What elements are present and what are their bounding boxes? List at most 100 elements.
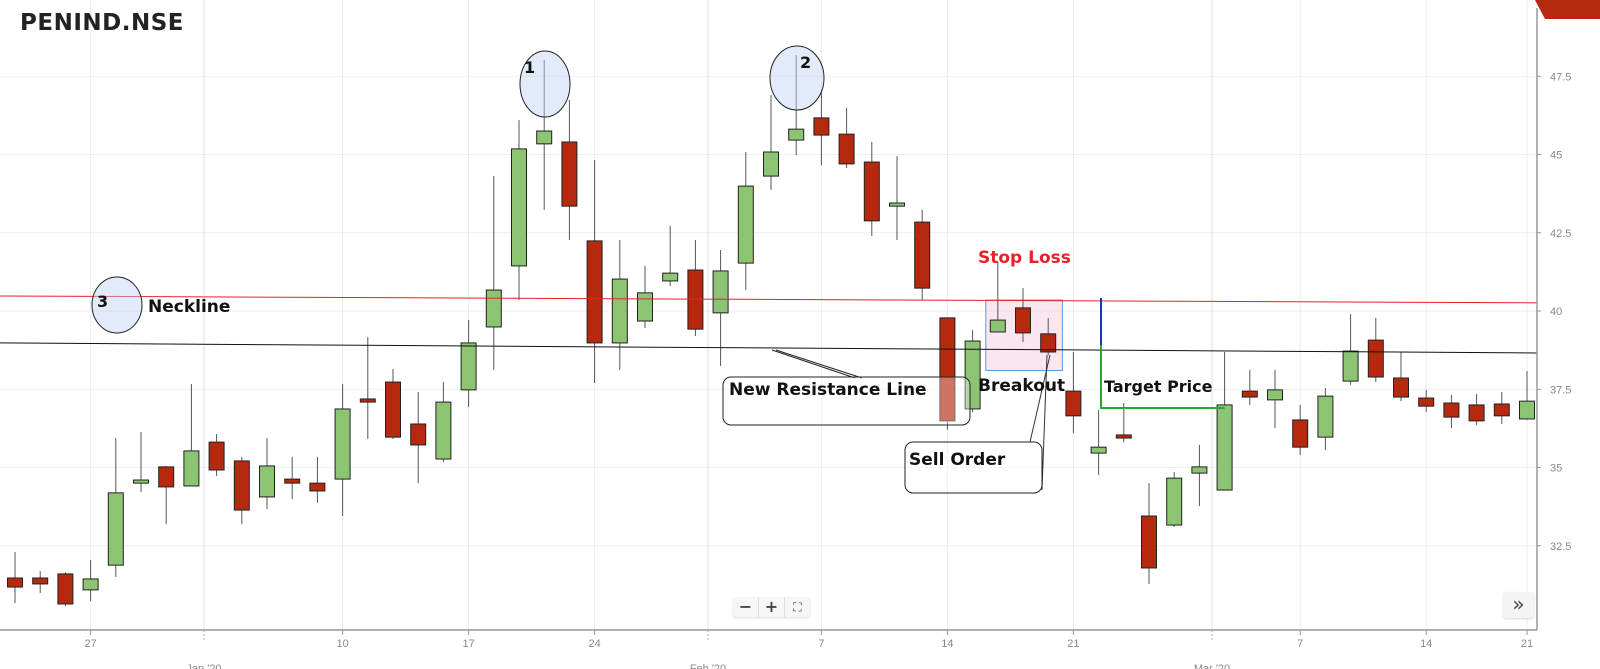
candle-up [1166, 477, 1183, 526]
neckline [0, 295, 1538, 304]
candle-down [57, 573, 74, 605]
y-tick-label: 42.5 [1550, 228, 1571, 240]
candle-down [1241, 390, 1258, 398]
candle-down [1418, 397, 1435, 407]
trendlines [0, 295, 1538, 410]
new-resistance-line-label: New Resistance Line [729, 380, 927, 400]
candle-down [158, 466, 175, 488]
y-tick-label: 35 [1550, 463, 1562, 475]
candle-up [989, 319, 1006, 333]
candle-down [1292, 419, 1309, 448]
candle-down [939, 317, 956, 422]
x-tick-label: 7 [1297, 638, 1303, 650]
candle-up [435, 401, 452, 460]
candle-down [32, 577, 49, 585]
resistance-callout-box [722, 376, 971, 426]
candle-up [536, 130, 553, 145]
point-3-circle [91, 276, 143, 334]
month-label: Jan '20 [186, 663, 221, 669]
resistance-callout-tail [771, 349, 863, 379]
candle-up [1267, 389, 1283, 401]
candle-down [1443, 402, 1460, 418]
peak-2-circle [769, 45, 825, 111]
peak-1-circle [519, 50, 571, 118]
candle-down [586, 240, 603, 344]
peak-1-label: 1 [524, 58, 536, 77]
sell-order-callout-tail [1029, 354, 1051, 491]
candle-up [1342, 350, 1359, 382]
callouts [91, 45, 1051, 494]
candle-down [1115, 434, 1132, 439]
candle-down [1065, 390, 1082, 417]
month-label: Feb '20 [690, 663, 726, 669]
candle-up [889, 202, 905, 207]
point-3-label: 3 [97, 292, 109, 311]
x-tick-label: 17 [462, 638, 474, 650]
candle-down [1141, 515, 1157, 569]
candle-up [788, 128, 805, 141]
y-tick-label: 45 [1550, 150, 1562, 162]
zoom-controls: − + ⛶ [733, 597, 810, 617]
candle-up [334, 408, 351, 480]
scroll-right-button[interactable]: » [1503, 592, 1534, 618]
price-badge [1535, 0, 1600, 19]
candle-down [863, 161, 880, 222]
candle-up [1519, 400, 1535, 420]
x-tick-label: 27 [84, 638, 96, 650]
month-label: Mar '20 [1194, 663, 1230, 669]
peak-2-label: 2 [800, 53, 812, 72]
sell-order-callout-box [904, 441, 1043, 494]
candle-down [914, 221, 931, 289]
candle-down [309, 482, 326, 492]
candle-down [813, 117, 830, 136]
candle-down [1367, 339, 1384, 378]
target-price-line [1100, 345, 1225, 410]
candle-down [561, 141, 578, 207]
candle-up [133, 479, 149, 484]
stop-loss-label: Stop Loss [978, 248, 1071, 268]
candle-down [233, 460, 250, 511]
candles [7, 54, 1535, 606]
candle-down [838, 133, 855, 165]
candle-up [1090, 446, 1107, 454]
candle-down [410, 423, 427, 446]
candle-up [964, 340, 981, 410]
candle-up [712, 270, 729, 314]
fullscreen-button[interactable]: ⛶ [784, 597, 810, 617]
new-resistance-line [0, 342, 1538, 354]
y-tick-label: 40 [1550, 306, 1562, 318]
candle-down [1015, 307, 1031, 334]
x-tick-label: 10 [336, 638, 348, 650]
candle-down [1393, 377, 1409, 398]
zoom-in-button[interactable]: + [758, 597, 784, 617]
candle-up [1216, 404, 1233, 491]
candle-up [460, 342, 477, 391]
candle-up [737, 185, 754, 264]
candle-down [284, 478, 301, 484]
y-tick-label: 37.5 [1550, 384, 1571, 396]
y-tick-label: 47.5 [1550, 71, 1571, 83]
breakout-label: Breakout [978, 376, 1066, 396]
candle-up [637, 292, 653, 322]
candle-up [511, 148, 527, 267]
candle-up [1317, 395, 1334, 438]
sell-order-label: Sell Order [909, 450, 1006, 470]
y-tick-label: 32.5 [1550, 541, 1571, 553]
x-tick-label: 7 [818, 638, 824, 650]
x-tick-label: 14 [941, 638, 953, 650]
grid [0, 0, 1537, 630]
candle-up [259, 465, 275, 498]
candle-up [763, 151, 779, 177]
candle-down [1040, 333, 1057, 353]
x-tick-label: 21 [1521, 638, 1533, 650]
candle-down [208, 441, 225, 471]
zoom-out-button[interactable]: − [738, 597, 753, 616]
candle-up [485, 289, 502, 328]
candle-down [7, 577, 23, 588]
candle-down [1493, 403, 1510, 417]
x-tick-label: 14 [1420, 638, 1432, 650]
candle-up [107, 492, 124, 566]
candle-up [662, 272, 679, 282]
